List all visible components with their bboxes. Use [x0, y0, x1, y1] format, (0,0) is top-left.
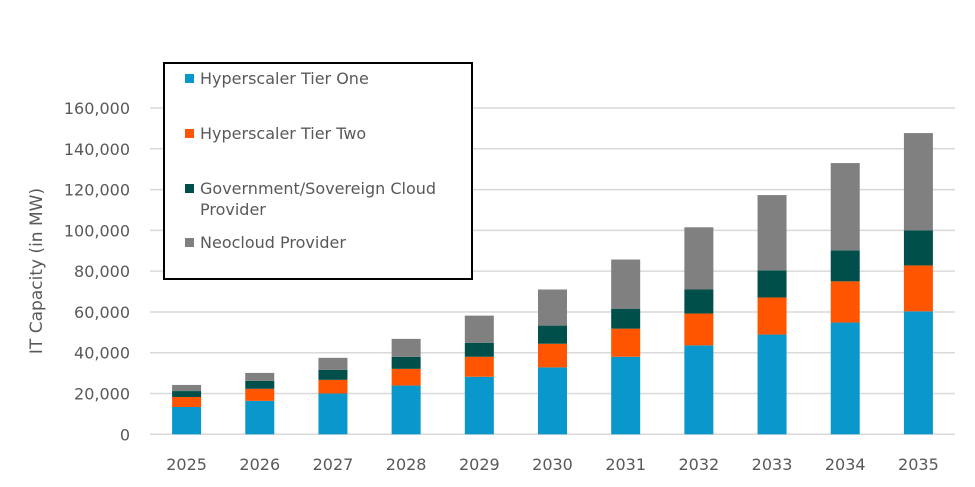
- bar-segment-hyperscaler-tier-two-2026: [245, 388, 275, 401]
- bar-segment-hyperscaler-tier-one-2025: [172, 406, 202, 435]
- bar-segment-hyperscaler-tier-one-2026: [245, 400, 275, 435]
- bar-segment-government-sovereign-cloud-provider-2031: [611, 308, 641, 329]
- x-tick-label: 2028: [386, 455, 427, 474]
- bar-segment-government-sovereign-cloud-provider-2035: [903, 230, 933, 266]
- bar-segment-hyperscaler-tier-two-2032: [684, 313, 714, 346]
- bar-segment-neocloud-provider-2035: [903, 133, 933, 231]
- legend-item-government: Government/Sovereign Cloud Provider: [185, 178, 455, 220]
- x-tick-label: 2035: [898, 455, 939, 474]
- bar-segment-hyperscaler-tier-one-2033: [757, 334, 787, 435]
- legend-item-neocloud: Neocloud Provider: [185, 232, 346, 253]
- bar-segment-government-sovereign-cloud-provider-2033: [757, 270, 787, 298]
- y-tick-label: 20,000: [74, 385, 130, 404]
- bar-segment-neocloud-provider-2029: [464, 315, 494, 343]
- bar-segment-hyperscaler-tier-one-2029: [464, 376, 494, 435]
- bar-segment-neocloud-provider-2025: [172, 384, 202, 392]
- x-tick-label: 2031: [605, 455, 646, 474]
- bar-segment-hyperscaler-tier-two-2031: [611, 328, 641, 357]
- x-tick-label: 2034: [825, 455, 866, 474]
- bar-segment-hyperscaler-tier-two-2034: [830, 281, 860, 323]
- legend-label: Hyperscaler Tier One: [200, 69, 369, 88]
- y-tick-label: 80,000: [74, 262, 130, 281]
- bar-segment-neocloud-provider-2028: [391, 338, 421, 357]
- bar-segment-neocloud-provider-2030: [538, 289, 567, 326]
- bar-segment-hyperscaler-tier-two-2035: [903, 265, 933, 312]
- legend-label: Neocloud Provider: [200, 233, 346, 252]
- bar-segment-hyperscaler-tier-one-2030: [538, 367, 567, 435]
- legend-label: Government/Sovereign Cloud Provider: [200, 179, 437, 219]
- y-tick-label: 140,000: [64, 140, 130, 159]
- legend-swatch: [185, 238, 194, 247]
- bar-segment-neocloud-provider-2027: [318, 357, 348, 370]
- bar-segment-hyperscaler-tier-one-2028: [391, 385, 421, 435]
- y-tick-label: 160,000: [64, 99, 130, 118]
- legend-swatch: [185, 129, 194, 138]
- y-axis-label: IT Capacity (in MW): [27, 188, 47, 354]
- y-tick-label: 100,000: [64, 221, 130, 240]
- bar-segment-neocloud-provider-2031: [611, 259, 641, 309]
- bar-segment-hyperscaler-tier-two-2033: [757, 297, 787, 335]
- legend-swatch: [185, 184, 194, 193]
- legend-swatch: [185, 74, 194, 83]
- legend-item-tier-two: Hyperscaler Tier Two: [185, 123, 366, 144]
- bar-segment-hyperscaler-tier-one-2035: [903, 311, 933, 435]
- bar-segment-government-sovereign-cloud-provider-2032: [684, 289, 714, 314]
- bar-segment-hyperscaler-tier-one-2031: [611, 356, 641, 435]
- legend-item-tier-one: Hyperscaler Tier One: [185, 68, 369, 89]
- y-tick-label: 120,000: [64, 181, 130, 200]
- bar-segment-hyperscaler-tier-one-2032: [684, 345, 714, 435]
- x-tick-label: 2025: [166, 455, 207, 474]
- x-tick-label: 2033: [752, 455, 793, 474]
- bar-segment-neocloud-provider-2034: [830, 163, 860, 251]
- bar-segment-government-sovereign-cloud-provider-2026: [245, 380, 275, 389]
- y-tick-label: 60,000: [74, 303, 130, 322]
- bar-segment-hyperscaler-tier-two-2030: [538, 343, 567, 368]
- bar-segment-neocloud-provider-2026: [245, 372, 275, 381]
- y-tick-label: 0: [120, 425, 130, 444]
- x-tick-label: 2030: [532, 455, 573, 474]
- x-tick-label: 2026: [239, 455, 280, 474]
- bar-segment-government-sovereign-cloud-provider-2030: [538, 325, 567, 344]
- bar-segment-government-sovereign-cloud-provider-2025: [172, 391, 202, 397]
- bar-segment-government-sovereign-cloud-provider-2027: [318, 369, 348, 380]
- bar-segment-hyperscaler-tier-one-2034: [830, 322, 860, 435]
- bar-segment-hyperscaler-tier-one-2027: [318, 393, 348, 435]
- bar-segment-hyperscaler-tier-two-2025: [172, 396, 202, 407]
- bar-segment-hyperscaler-tier-two-2027: [318, 379, 348, 394]
- legend-label: Hyperscaler Tier Two: [200, 124, 367, 143]
- bar-segment-hyperscaler-tier-two-2029: [464, 356, 494, 377]
- bar-segment-neocloud-provider-2033: [757, 195, 787, 271]
- bar-segment-government-sovereign-cloud-provider-2029: [464, 342, 494, 357]
- x-tick-label: 2027: [313, 455, 354, 474]
- bar-segment-hyperscaler-tier-two-2028: [391, 368, 421, 386]
- bar-segment-neocloud-provider-2032: [684, 227, 714, 290]
- bar-segment-government-sovereign-cloud-provider-2034: [830, 250, 860, 282]
- bar-segment-government-sovereign-cloud-provider-2028: [391, 356, 421, 369]
- y-tick-label: 40,000: [74, 344, 130, 363]
- legend: Hyperscaler Tier One Hyperscaler Tier Tw…: [163, 62, 473, 280]
- x-tick-label: 2032: [679, 455, 720, 474]
- x-tick-label: 2029: [459, 455, 500, 474]
